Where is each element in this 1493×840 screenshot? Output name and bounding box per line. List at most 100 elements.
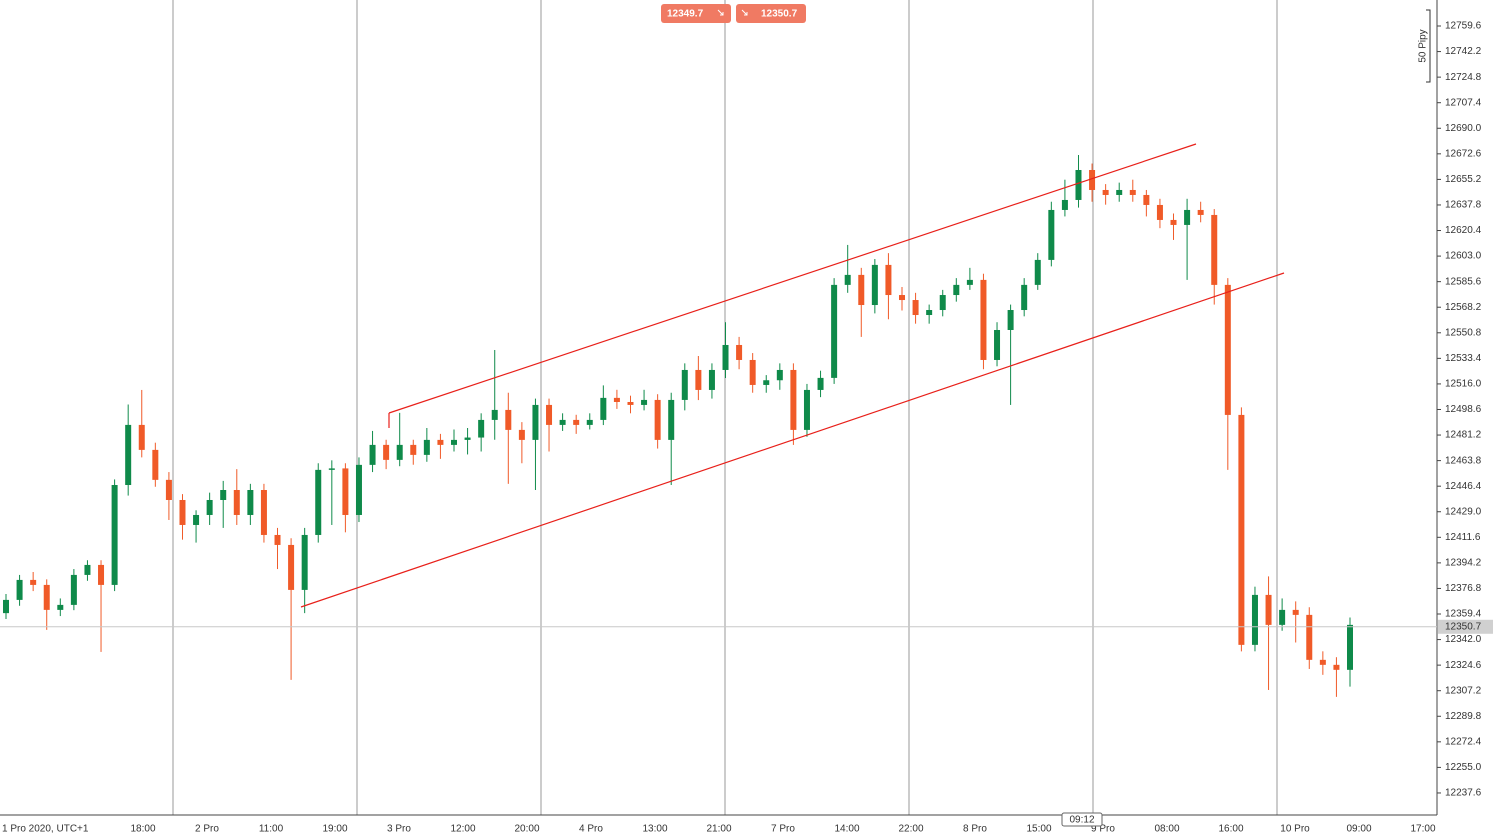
- x-tick-label: 10 Pro: [1280, 824, 1310, 835]
- candle-body: [165, 479, 172, 500]
- candle-body: [790, 369, 797, 430]
- ask-button-bg[interactable]: [736, 4, 806, 23]
- y-tick-label: 12272.4: [1445, 736, 1482, 747]
- candle-body: [899, 295, 905, 301]
- candle-body: [1333, 664, 1340, 670]
- candle-body: [1034, 259, 1041, 285]
- candle-body: [111, 485, 118, 585]
- candle-body: [600, 397, 607, 420]
- candle-body: [1170, 219, 1177, 225]
- candle-body: [342, 468, 349, 515]
- candle-body: [315, 469, 322, 535]
- candle-body: [247, 489, 254, 515]
- x-tick-label: 14:00: [834, 824, 859, 835]
- channel-lower: [300, 272, 1285, 608]
- y-tick-label: 12237.6: [1445, 788, 1482, 799]
- x-tick-label: 4 Pro: [579, 824, 603, 835]
- y-tick-label: 12690.0: [1445, 123, 1482, 134]
- candle-body: [994, 329, 1001, 360]
- ask-price[interactable]: 12350.7: [761, 9, 798, 20]
- candle-body: [152, 449, 159, 480]
- candle-body: [1238, 414, 1245, 645]
- y-tick-label: 12620.4: [1445, 225, 1482, 236]
- candle-body: [1251, 594, 1258, 645]
- candle-body: [1265, 594, 1272, 625]
- price-axis: 12759.6 12742.2 12724.8 12707.4 12690.0 12672…: [1437, 21, 1482, 799]
- candle-body: [1048, 209, 1055, 260]
- y-tick-label: 12585.6: [1445, 276, 1482, 287]
- candle-body: [1021, 284, 1028, 311]
- candle-body: [464, 437, 471, 440]
- candle-body: [1279, 609, 1286, 625]
- candle-body: [1347, 624, 1353, 670]
- candle-body: [627, 401, 634, 405]
- candle-body: [1007, 310, 1014, 330]
- y-tick-label: 12429.0: [1445, 506, 1482, 517]
- y-tick-label: 12637.8: [1445, 200, 1482, 211]
- x-tick-label: 11:00: [259, 824, 284, 835]
- y-tick-label: 12255.0: [1445, 762, 1482, 773]
- candle-body: [57, 604, 64, 610]
- current-price-box: [1438, 619, 1493, 634]
- x-tick-label: 19:00: [322, 824, 347, 835]
- candle-body: [953, 284, 960, 296]
- candle-body: [1061, 199, 1068, 210]
- x-tick-label: 1 Pro 2020, UTC+1: [2, 824, 89, 835]
- y-tick-label: 12742.2: [1445, 46, 1482, 57]
- bid-price[interactable]: 12349.7: [667, 9, 704, 20]
- session-lines: [172, 0, 1278, 815]
- bid-button-bg[interactable]: [661, 4, 731, 23]
- y-tick-label: 12411.6: [1445, 532, 1481, 543]
- x-tick-label: 22:00: [898, 824, 923, 835]
- y-tick-label: 12289.8: [1445, 711, 1482, 722]
- candle-body: [1116, 189, 1123, 195]
- candle-body: [1211, 214, 1218, 285]
- x-tick-label: 8 Pro: [963, 824, 987, 835]
- y-tick-label: 12394.2: [1445, 558, 1482, 569]
- candle-body: [695, 369, 702, 390]
- y-tick-label: 12603.0: [1445, 251, 1482, 262]
- candle-body: [84, 564, 91, 575]
- candle-body: [1102, 189, 1109, 195]
- candle-body: [1075, 169, 1082, 200]
- bid-icon[interactable]: [717, 9, 724, 16]
- candle-body: [803, 389, 810, 430]
- y-tick-label: 12516.0: [1445, 379, 1482, 390]
- ask-icon[interactable]: [741, 9, 748, 16]
- candle-body: [383, 444, 390, 460]
- candle-body: [586, 419, 593, 425]
- candle-body: [749, 359, 756, 385]
- candle-body: [410, 444, 417, 455]
- x-tick-label: 2 Pro: [195, 824, 219, 835]
- bid-button[interactable]: 12349.7: [661, 4, 731, 23]
- ask-button[interactable]: 12350.7: [736, 4, 806, 23]
- candle-body: [641, 399, 648, 405]
- y-tick-label: 12324.6: [1445, 660, 1482, 671]
- x-tick-label: 18:00: [130, 824, 155, 835]
- candle-body: [573, 419, 580, 425]
- scale-bracket: [1426, 9, 1431, 83]
- candle-body: [328, 468, 335, 470]
- candle-body: [980, 279, 987, 360]
- x-tick-label: 12:00: [450, 824, 475, 835]
- candle-body: [1143, 194, 1150, 205]
- candle-body: [220, 489, 227, 500]
- candle-body: [233, 489, 240, 515]
- candle-body: [1197, 209, 1204, 215]
- candle-body: [1224, 284, 1231, 415]
- x-tick-label: 17:00: [1410, 824, 1435, 835]
- candle-body: [30, 579, 37, 585]
- candle-body: [1319, 659, 1326, 665]
- candle-body: [70, 574, 77, 605]
- candle-body: [274, 534, 281, 545]
- x-tick-label: 16:00: [1218, 824, 1243, 835]
- candle-body: [1089, 169, 1096, 190]
- candle-body: [559, 419, 566, 425]
- channel: [300, 143, 1285, 608]
- candle-body: [125, 424, 132, 486]
- candle-body: [654, 399, 661, 440]
- candle-body: [1184, 209, 1191, 225]
- y-tick-label: 12672.6: [1445, 148, 1482, 159]
- y-tick-label: 12724.8: [1445, 72, 1482, 83]
- candle-body: [451, 439, 457, 445]
